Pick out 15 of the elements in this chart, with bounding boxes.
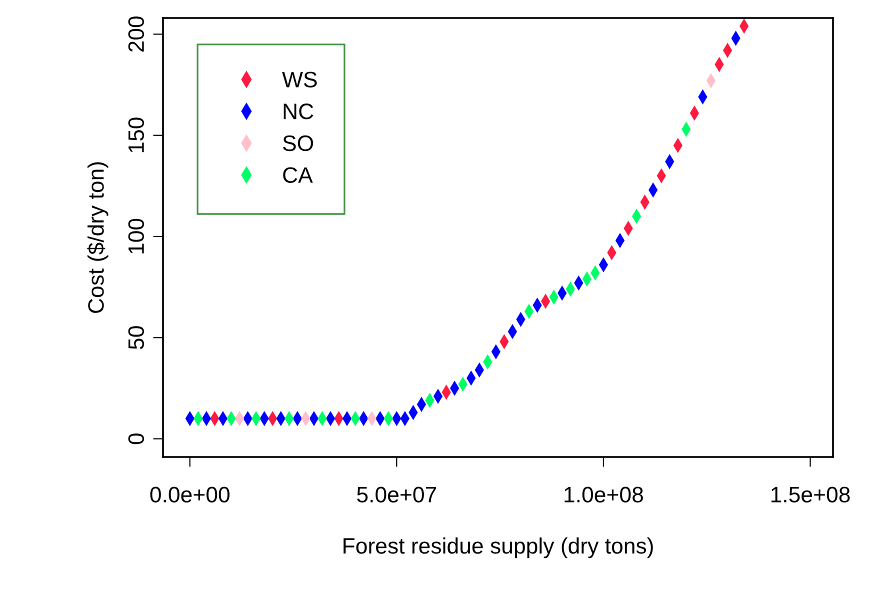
x-tick-label: 1.5e+08	[771, 486, 850, 502]
x-tick-label: 5.0e+07	[357, 486, 436, 502]
y-tick-label: 0	[128, 433, 144, 444]
x-tick-label: 0.0e+00	[150, 486, 230, 502]
legend-label: CA	[283, 167, 313, 183]
y-tick-label: 150	[128, 118, 144, 152]
x-tick-label: 1.0e+08	[564, 486, 643, 502]
y-tick-label: 50	[128, 326, 144, 350]
legend-label: WS	[282, 72, 317, 88]
y-tick-label: 200	[128, 16, 144, 52]
legend-label: NC	[284, 104, 314, 120]
x-axis-title: Forest residue supply (dry tons)	[344, 537, 653, 558]
y-tick-label: 100	[128, 218, 144, 254]
y-axis-title: Cost ($/dry ton)	[87, 162, 108, 313]
legend-label: SO	[283, 135, 314, 152]
